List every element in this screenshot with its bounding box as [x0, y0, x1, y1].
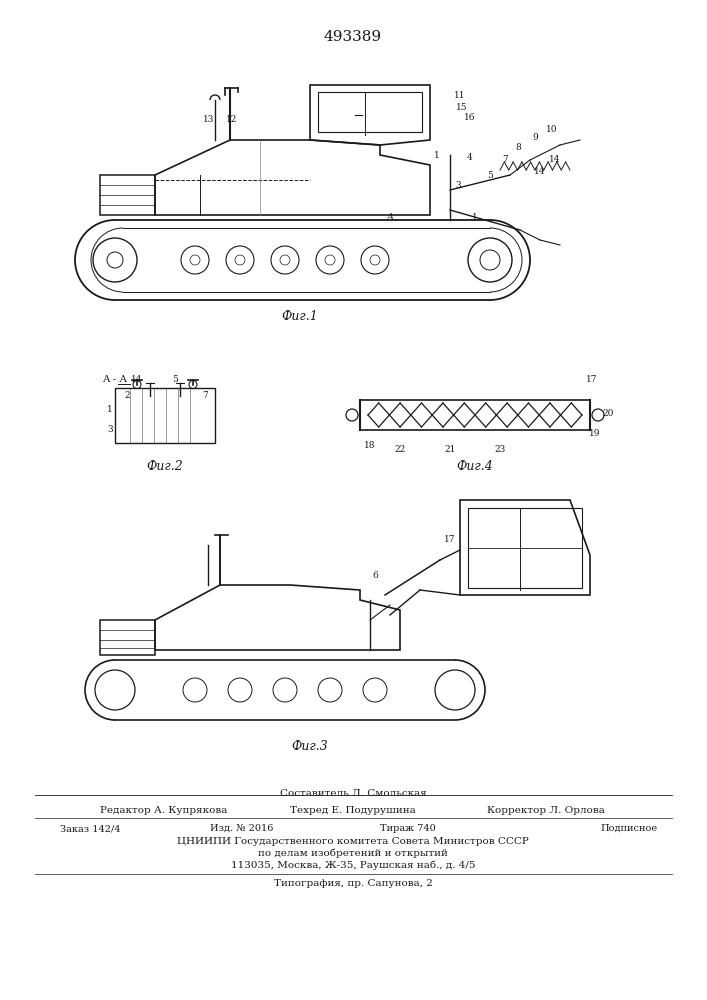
Text: A - A: A - A — [103, 375, 127, 384]
Text: Редактор А. Купрякова: Редактор А. Купрякова — [100, 806, 228, 815]
Text: 13: 13 — [204, 115, 215, 124]
Text: Корректор Л. Орлова: Корректор Л. Орлова — [487, 806, 605, 815]
Text: 1: 1 — [434, 150, 440, 159]
Text: Тираж 740: Тираж 740 — [380, 824, 436, 833]
Text: 1: 1 — [472, 214, 478, 223]
Text: Изд. № 2016: Изд. № 2016 — [210, 824, 274, 833]
Text: 23: 23 — [494, 446, 506, 454]
Text: по делам изобретений и открытий: по делам изобретений и открытий — [258, 848, 448, 858]
Text: 6: 6 — [372, 570, 378, 580]
Text: 20: 20 — [602, 408, 614, 418]
Text: 17: 17 — [586, 375, 597, 384]
Text: 7: 7 — [202, 390, 208, 399]
Text: 9: 9 — [532, 133, 538, 142]
Text: Фиг.1: Фиг.1 — [281, 310, 318, 323]
Text: 493389: 493389 — [324, 30, 382, 44]
Text: 8: 8 — [515, 143, 521, 152]
Text: 14: 14 — [132, 375, 143, 384]
Text: Заказ 142/4: Заказ 142/4 — [60, 824, 120, 833]
Text: 22: 22 — [395, 446, 406, 454]
Text: 14: 14 — [534, 167, 546, 176]
Text: Фиг.2: Фиг.2 — [146, 460, 183, 473]
Text: 10: 10 — [547, 125, 558, 134]
Text: 16: 16 — [464, 113, 476, 122]
Text: 19: 19 — [589, 428, 601, 438]
Text: A: A — [387, 214, 394, 223]
Text: 3: 3 — [107, 426, 113, 434]
Text: ЦНИИПИ Государственного комитета Совета Министров СССР: ЦНИИПИ Государственного комитета Совета … — [177, 837, 529, 846]
Text: Подписное: Подписное — [600, 824, 657, 833]
Text: 113035, Москва, Ж-35, Раушская наб., д. 4/5: 113035, Москва, Ж-35, Раушская наб., д. … — [230, 860, 475, 870]
Text: Техред Е. Подурушина: Техред Е. Подурушина — [290, 806, 416, 815]
Text: 5: 5 — [172, 375, 178, 384]
Text: 12: 12 — [226, 115, 238, 124]
Text: Составитель Л. Смольская: Составитель Л. Смольская — [280, 789, 426, 798]
Text: 11: 11 — [455, 91, 466, 100]
Text: 4: 4 — [467, 153, 473, 162]
Text: Фиг.4: Фиг.4 — [457, 460, 493, 473]
Text: 14: 14 — [549, 155, 561, 164]
Text: 18: 18 — [364, 440, 375, 450]
Text: 1: 1 — [107, 406, 113, 414]
Text: 21: 21 — [444, 446, 456, 454]
Text: Фиг.3: Фиг.3 — [291, 740, 328, 753]
Text: 7: 7 — [502, 155, 508, 164]
Text: 5: 5 — [487, 170, 493, 180]
Text: 2: 2 — [124, 390, 130, 399]
Text: 17: 17 — [444, 536, 456, 544]
Text: Типография, пр. Сапунова, 2: Типография, пр. Сапунова, 2 — [274, 879, 433, 888]
Text: 3: 3 — [455, 180, 461, 190]
Text: 15: 15 — [456, 103, 468, 111]
